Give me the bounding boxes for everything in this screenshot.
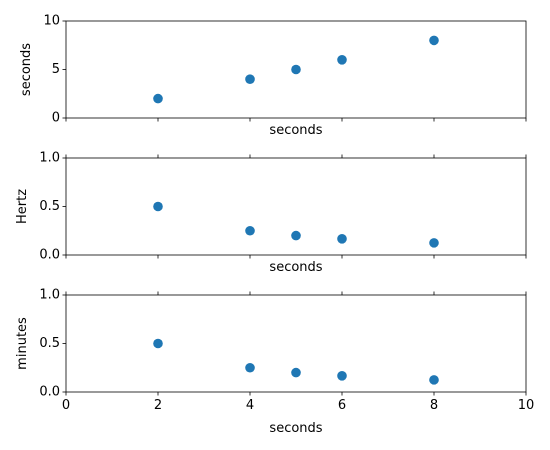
data-point: [153, 201, 163, 212]
subplot-2: 0.0 0.5 1.0 seconds Hertz: [15, 151, 527, 275]
subplot-3: 0.0 0.5 1.0 0 2 4 6 8 10 seconds minutes: [15, 288, 534, 437]
y-tick-label: 0.0: [39, 385, 60, 400]
x-tick-label: 2: [154, 398, 162, 413]
x-tick-label: 6: [338, 398, 346, 413]
data-point: [245, 225, 255, 236]
y-tick-label: 0.5: [39, 199, 60, 214]
data-point: [429, 35, 439, 46]
plot-area-frame: [65, 294, 527, 393]
data-point: [245, 362, 255, 373]
x-tick-label: 0: [62, 398, 70, 413]
data-point: [153, 338, 163, 349]
plot-area-frame: [65, 157, 527, 256]
data-point: [153, 93, 163, 104]
y-axis-label: minutes: [15, 317, 30, 370]
data-point: [291, 367, 301, 378]
data-point: [337, 371, 347, 381]
subplot-1: 0 5 10 seconds seconds: [19, 14, 527, 138]
y-tick-label: 1.0: [39, 288, 60, 303]
y-tick-label: 10: [43, 14, 60, 29]
data-point: [337, 234, 347, 244]
x-tick-label: 10: [518, 398, 535, 413]
x-axis-label: seconds: [269, 123, 322, 138]
y-tick-label: 0.0: [39, 248, 60, 263]
x-axis-label: seconds: [269, 421, 322, 436]
data-point: [291, 230, 301, 241]
x-axis-label: seconds: [269, 260, 322, 275]
y-tick-label: 0.5: [39, 336, 60, 351]
data-point: [429, 375, 439, 385]
data-point: [291, 64, 301, 75]
x-tick-label: 8: [430, 398, 438, 413]
data-point: [245, 74, 255, 84]
x-tick-label: 4: [246, 398, 254, 413]
y-tick-label: 1.0: [39, 151, 60, 166]
y-axis-label: seconds: [19, 43, 34, 96]
data-point: [429, 238, 439, 248]
y-axis-label: Hertz: [15, 189, 30, 224]
y-tick-label: 0: [52, 111, 60, 126]
y-tick-label: 5: [52, 62, 60, 77]
data-point: [337, 55, 347, 65]
